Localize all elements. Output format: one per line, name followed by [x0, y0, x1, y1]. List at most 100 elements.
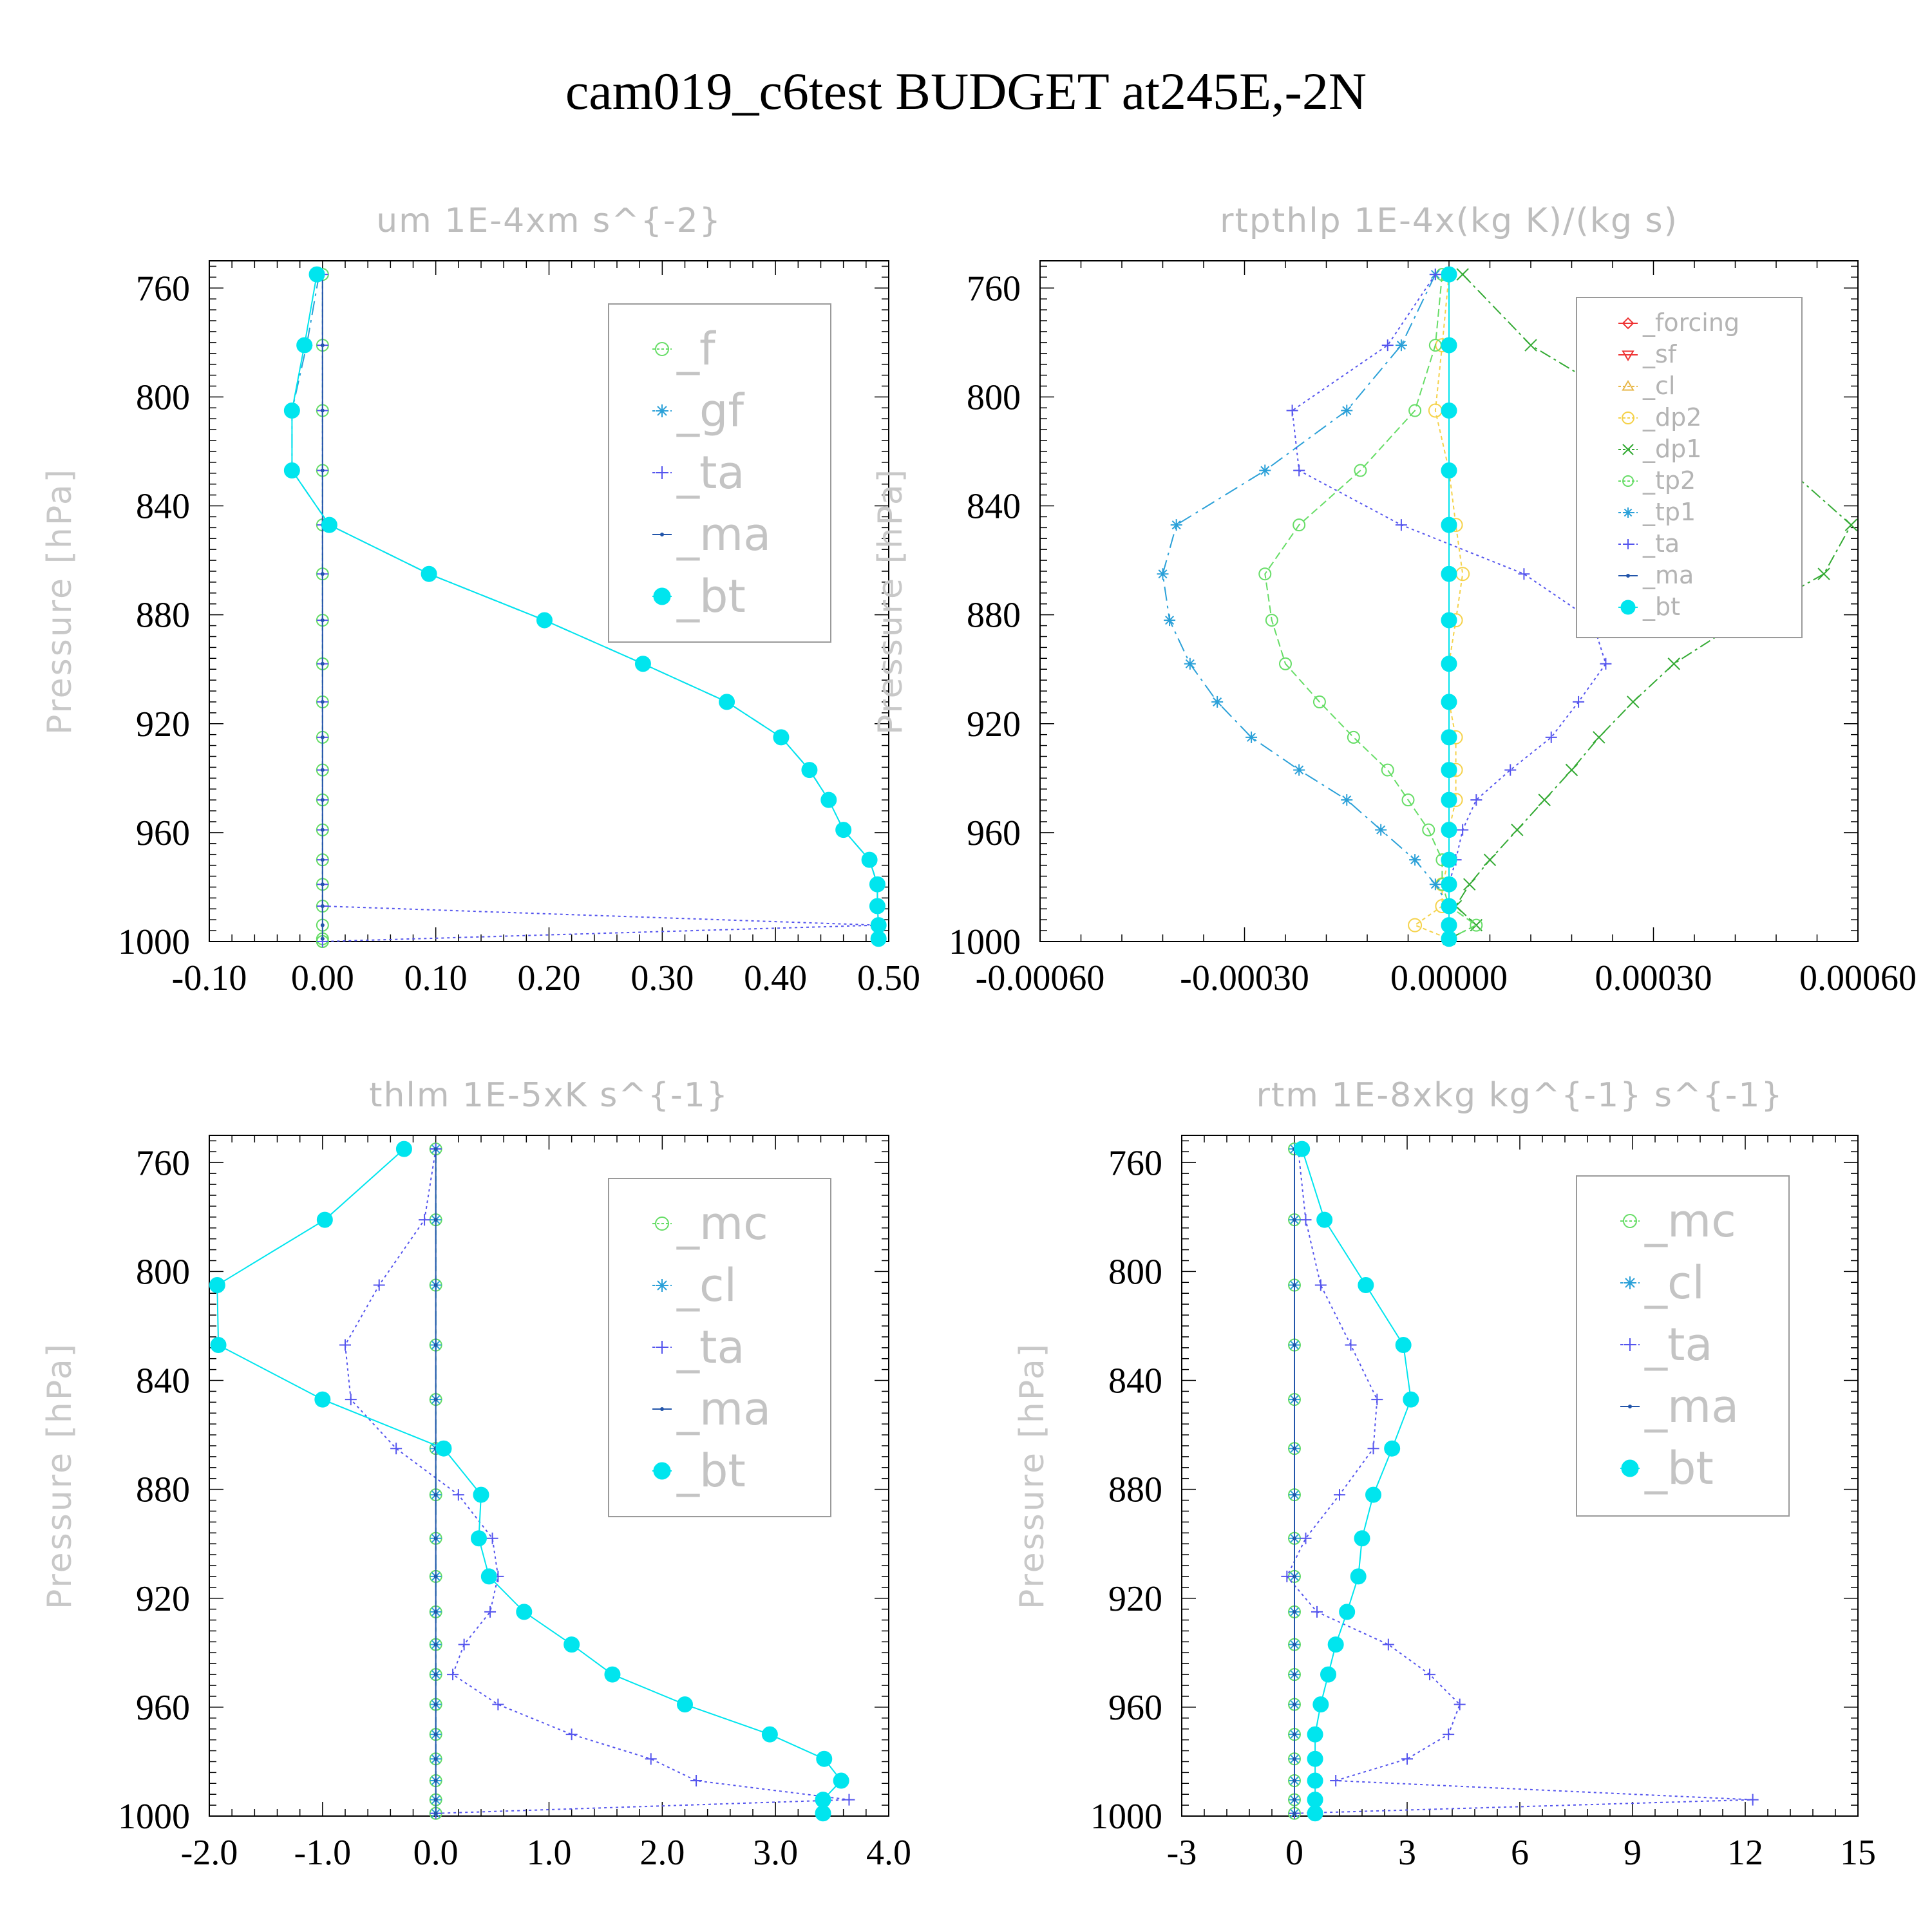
marker-dot: [1293, 1779, 1296, 1783]
legend-box: [608, 303, 831, 643]
marker-x: [1667, 658, 1680, 670]
marker-filled-circle: [653, 1462, 671, 1480]
x-tick-label: -3: [1167, 1833, 1197, 1873]
marker-filled-circle: [1365, 1486, 1381, 1503]
marker-plus: [1518, 568, 1530, 580]
marker-filled-circle: [536, 612, 553, 629]
legend-label_bt: _bt: [676, 570, 746, 623]
marker-dot: [1293, 1702, 1296, 1707]
y-tick-label: 760: [136, 1143, 190, 1183]
series_bt: [209, 1141, 849, 1822]
legend-label_ta: _ta: [1644, 1318, 1712, 1371]
y-tick-label: 760: [136, 269, 190, 308]
marker-filled-circle: [1384, 1440, 1401, 1457]
y-tick-label: 800: [1108, 1252, 1162, 1292]
marker-asterisk: [1341, 404, 1353, 417]
legend-box: [1576, 297, 1803, 638]
marker-plus: [1367, 1443, 1379, 1455]
legend-label_cl: _cl: [1644, 1256, 1705, 1309]
marker-circle: [1401, 793, 1415, 807]
marker-dot: [433, 1732, 438, 1737]
x-tick-label: 1.0: [527, 1833, 572, 1873]
y-tick-label: 960: [967, 813, 1021, 853]
panel-title: thlm 1E-5xK s^{-1}: [369, 1076, 729, 1115]
x-tick-label: 0: [1285, 1833, 1303, 1873]
legend-box: [1576, 1175, 1790, 1517]
y-tick-label: 880: [967, 596, 1021, 636]
marker-plus: [1286, 404, 1298, 417]
marker-plus: [656, 1341, 668, 1354]
marker-plus: [1454, 1698, 1466, 1710]
marker-filled-circle: [473, 1486, 489, 1503]
marker-filled-circle: [283, 402, 300, 419]
marker-filled-circle: [1441, 898, 1457, 914]
marker-dot: [433, 1574, 438, 1578]
marker-dot: [320, 828, 325, 832]
legend-label_cl: _cl: [1642, 372, 1675, 400]
marker-plus: [373, 1279, 385, 1291]
marker-filled-circle: [1441, 791, 1457, 808]
marker-circle: [655, 342, 669, 356]
x-tick-label: 0.40: [744, 958, 807, 998]
series-line_ta: [1291, 274, 1607, 939]
series-line_ta: [344, 1148, 849, 1814]
marker-filled-circle: [564, 1636, 580, 1653]
figure-title: cam019_c6test BUDGET at245E,-2N: [565, 62, 1367, 120]
marker-filled-circle: [1350, 1568, 1367, 1585]
marker-filled-circle: [773, 729, 790, 746]
marker-dot: [660, 533, 664, 536]
series_tp1: [1157, 269, 1455, 945]
y-tick-label: 920: [967, 705, 1021, 744]
marker-filled-circle: [604, 1666, 621, 1683]
marker-filled-circle: [1312, 1696, 1329, 1713]
marker-dot: [433, 1702, 438, 1707]
marker-x: [1463, 878, 1476, 891]
marker-plus: [1300, 1532, 1312, 1544]
marker-circle: [1408, 404, 1422, 417]
y-axis-label: Pressure [hPa]: [871, 468, 910, 735]
marker-dot: [433, 1757, 438, 1761]
marker-plus: [1314, 1279, 1327, 1291]
marker-asterisk: [1170, 519, 1182, 531]
legend-label_ta: _ta: [676, 1321, 744, 1374]
x-tick-label: 0.10: [404, 958, 468, 998]
marker-filled-circle: [1441, 931, 1457, 947]
marker-plus: [390, 1443, 402, 1455]
marker-asterisk: [1375, 824, 1387, 836]
marker-circle: [1354, 464, 1367, 477]
marker-plus: [452, 1489, 464, 1501]
legend: _mc _cl _ta _ma _bt: [608, 1178, 831, 1517]
y-tick-label: 840: [1108, 1361, 1162, 1401]
marker-filled-circle: [1441, 762, 1457, 779]
marker-dot: [1293, 1797, 1296, 1802]
marker-dot: [320, 661, 325, 666]
legend-label_tp2: _tp2: [1642, 466, 1696, 495]
x-tick-label: 0.00: [291, 958, 354, 998]
x-tick-label: 0.0: [413, 1833, 459, 1873]
marker-filled-circle: [1441, 266, 1457, 283]
marker-dot: [1293, 1536, 1296, 1540]
marker-asterisk: [1164, 614, 1176, 627]
marker-dot: [433, 1779, 438, 1783]
marker-plus: [1395, 519, 1407, 531]
marker-dot: [1293, 1574, 1296, 1578]
legend-box: [608, 1178, 831, 1517]
marker-plus: [1457, 824, 1469, 836]
marker-asterisk: [1429, 878, 1441, 891]
panel-title: um 1E-4xm s^{-2}: [376, 202, 722, 240]
marker-plus: [1623, 539, 1633, 549]
marker-filled-circle: [308, 266, 325, 283]
marker-dot: [1293, 1609, 1296, 1614]
marker-filled-circle: [1358, 1277, 1374, 1294]
marker-x: [1565, 763, 1578, 777]
marker-plus: [1545, 731, 1557, 743]
legend-label_ma: _ma: [676, 508, 771, 561]
series-line_bt: [1301, 1148, 1412, 1814]
marker-dot: [320, 735, 325, 739]
marker-dot: [433, 1397, 438, 1402]
marker-plus: [1747, 1794, 1759, 1806]
marker-filled-circle: [1441, 565, 1457, 582]
legend-label_forcing: _forcing: [1642, 308, 1739, 337]
panel-title: rtm 1E-8xkg kg^{-1} s^{-1}: [1256, 1076, 1783, 1115]
marker-filled-circle: [296, 337, 313, 354]
